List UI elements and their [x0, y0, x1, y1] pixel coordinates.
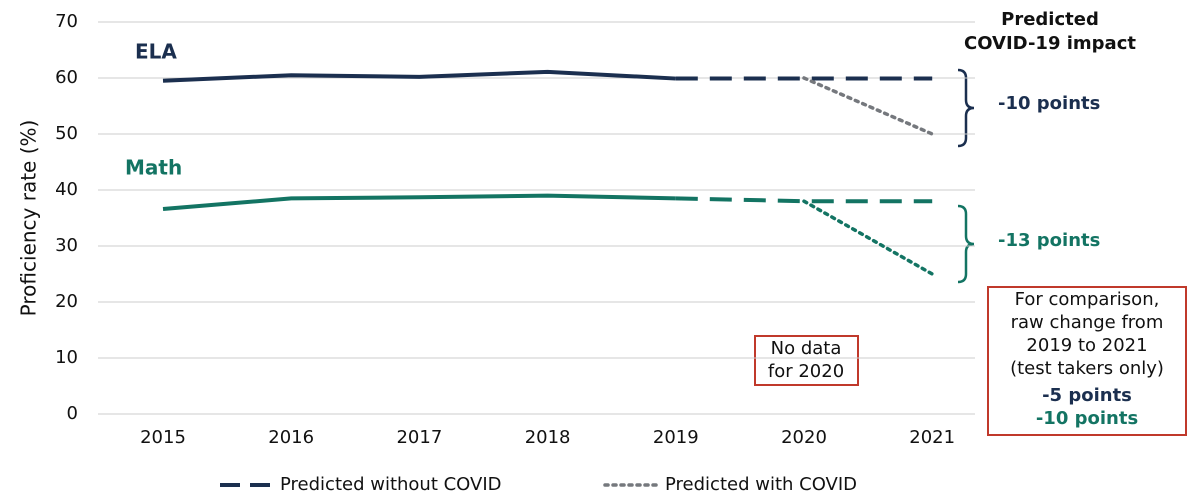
x-tick-label: 2015	[140, 427, 186, 448]
annotation: -10 points	[1036, 408, 1138, 429]
note-box	[987, 286, 1187, 436]
series-line	[162, 193, 676, 212]
annotation: -13 points	[998, 230, 1100, 251]
annotation: No data	[771, 338, 842, 359]
annotation: For comparison,	[1015, 289, 1160, 310]
y-tick-label: 50	[55, 123, 78, 144]
annotation: -5 points	[1042, 385, 1132, 406]
x-tick-label: 2018	[525, 427, 571, 448]
y-tick-label: 30	[55, 235, 78, 256]
x-tick-label: 2020	[781, 427, 827, 448]
annotation: 2019 to 2021	[1026, 335, 1147, 356]
series-line	[162, 69, 676, 83]
y-tick-label: 20	[55, 291, 78, 312]
brace	[957, 204, 975, 284]
annotation: raw change from	[1011, 312, 1164, 333]
series-line	[802, 76, 934, 136]
annotation: Predicted	[1001, 9, 1099, 30]
annotation: (test takers only)	[1010, 358, 1164, 379]
series-label: Math	[125, 156, 182, 180]
y-axis-label: Proficiency rate (%)	[17, 120, 41, 317]
annotation: -10 points	[998, 93, 1100, 114]
x-tick-label: 2016	[268, 427, 314, 448]
series-label: ELA	[135, 40, 177, 64]
x-tick-label: 2021	[909, 427, 955, 448]
y-tick-label: 60	[55, 67, 78, 88]
y-tick-label: 70	[55, 11, 78, 32]
y-tick-label: 0	[67, 403, 78, 424]
legend-label: Predicted with COVID	[665, 474, 857, 495]
series-line	[802, 199, 934, 276]
x-tick-label: 2019	[653, 427, 699, 448]
brace	[957, 68, 975, 148]
note-box	[754, 335, 859, 386]
x-tick-label: 2017	[396, 427, 442, 448]
annotation: COVID-19 impact	[964, 33, 1136, 54]
annotation: for 2020	[768, 361, 844, 382]
series-line	[675, 196, 933, 204]
y-tick-label: 40	[55, 179, 78, 200]
y-tick-label: 10	[55, 347, 78, 368]
legend-label: Predicted without COVID	[280, 474, 502, 495]
